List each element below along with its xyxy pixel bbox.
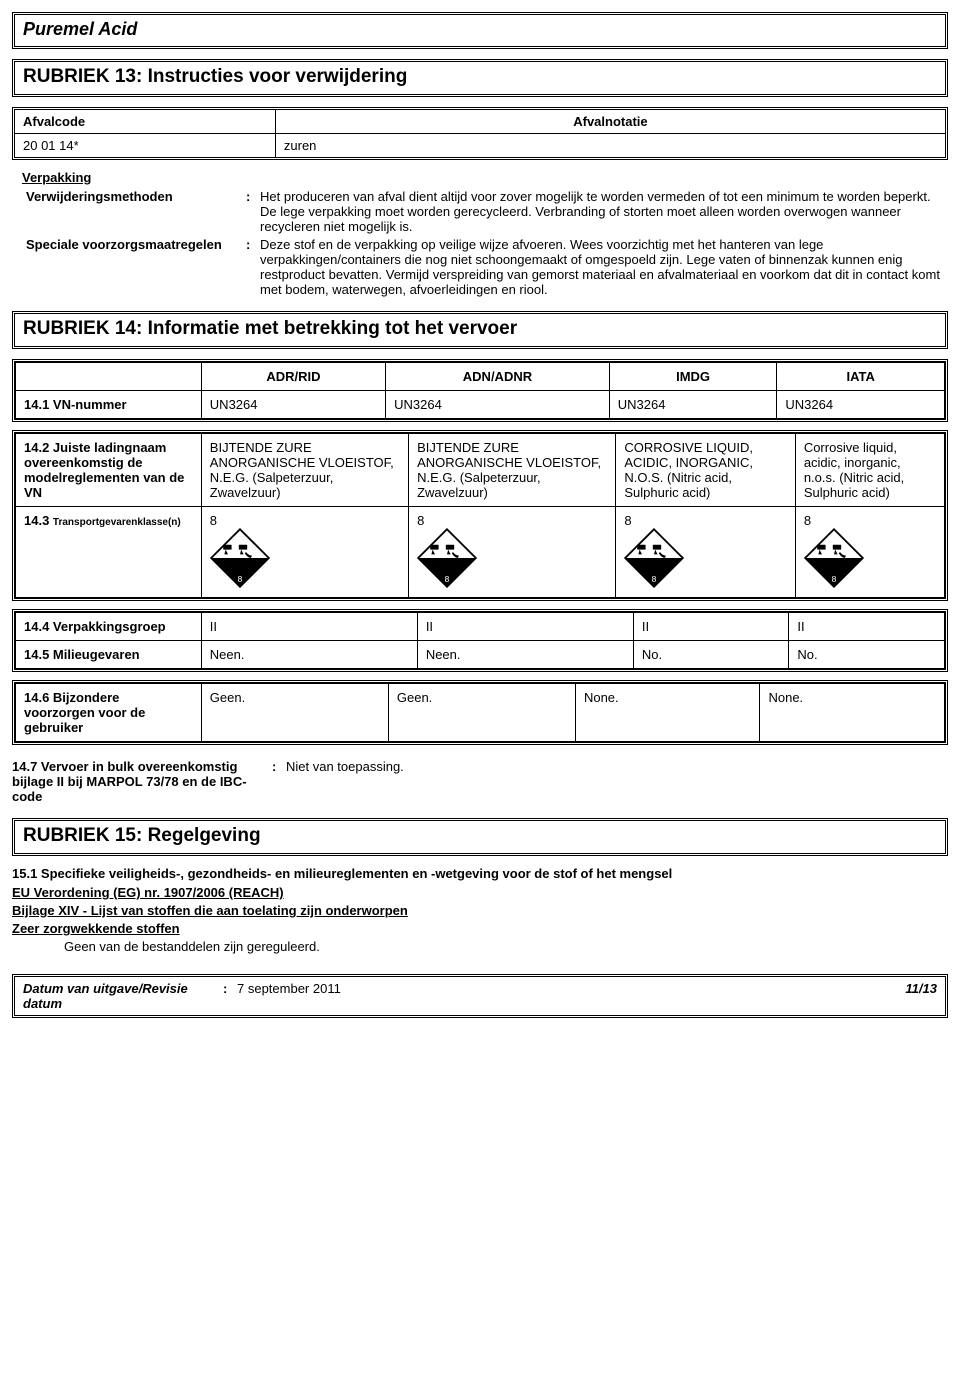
page-header: Puremel Acid [12,12,948,49]
klasse-2: 8 8 [616,507,795,598]
bijz-2: None. [575,684,760,742]
verwijder-label: Verwijderingsmethoden [26,189,246,234]
corrosive-icon: 8 [210,528,270,588]
col-afvalnotatie: Afvalnotatie [275,110,945,134]
col-afvalcode: Afvalcode [15,110,275,134]
afval-table-wrap: Afvalcode Afvalnotatie 20 01 14* zuren [12,107,948,160]
bijz-label: 14.6 Bijzondere voorzorgen voor de gebru… [16,684,202,742]
hdr-adn: ADN/ADNR [386,363,610,391]
lading-3: Corrosive liquid, acidic, inorganic, n.o… [795,434,944,507]
verwijder-row: Verwijderingsmethoden : Het produceren v… [26,189,948,234]
lading-0: BIJTENDE ZURE ANORGANISCHE VLOEISTOF, N.… [201,434,408,507]
vn-0: UN3264 [201,391,385,419]
r14-grid4: 14.6 Bijzondere voorzorgen voor de gebru… [15,683,945,742]
vn-2: UN3264 [609,391,777,419]
table-row: 14.4 Verpakkingsgroep II II II II [16,613,945,641]
vn-label: 14.1 VN-nummer [16,391,202,419]
section-15-title: RUBRIEK 15: Regelgeving [23,825,261,846]
lading-2: CORROSIVE LIQUID, ACIDIC, INORGANIC, N.O… [616,434,795,507]
section-13-title: RUBRIEK 13: Instructies voor verwijderin… [23,66,407,87]
svg-text:8: 8 [237,574,242,584]
section-13-title-box: RUBRIEK 13: Instructies voor verwijderin… [12,59,948,97]
vn-3: UN3264 [777,391,945,419]
empty-corner [16,363,202,391]
hdr-adr: ADR/RID [201,363,385,391]
footer-box: Datum van uitgave/Revisie datum : 7 sept… [12,974,948,1018]
klasse-0: 8 8 [201,507,408,598]
r15-zeer: Zeer zorgwekkende stoffen [12,921,948,936]
verpakking-heading: Verpakking [22,170,948,185]
table-row: ADR/RID ADN/ADNR IMDG IATA [16,363,945,391]
sep: : [246,237,260,297]
r14-grid1: ADR/RID ADN/ADNR IMDG IATA 14.1 VN-numme… [15,362,945,419]
bulk-row: 14.7 Vervoer in bulk overeenkomstig bijl… [12,759,948,804]
section-14-title: RUBRIEK 14: Informatie met betrekking to… [23,318,517,339]
r14-grid3-wrap: 14.4 Verpakkingsgroep II II II II 14.5 M… [12,609,948,672]
svg-text:8: 8 [445,574,450,584]
section-15-title-box: RUBRIEK 15: Regelgeving [12,818,948,856]
milieu-3: No. [789,641,945,669]
r14-grid3: 14.4 Verpakkingsgroep II II II II 14.5 M… [15,612,945,669]
footer-date: 7 september 2011 [237,981,341,1011]
milieu-0: Neen. [201,641,417,669]
klasse-label: 14.3 Transportgevarenklasse(n) [16,507,202,598]
cell-notatie: zuren [275,134,945,158]
milieu-2: No. [633,641,789,669]
vpgroep-0: II [201,613,417,641]
bulk-val: Niet van toepassing. [286,759,948,804]
afval-table: Afvalcode Afvalnotatie 20 01 14* zuren [15,110,945,157]
bijz-1: Geen. [388,684,575,742]
r15-bijlage: Bijlage XIV - Lijst van stoffen die aan … [12,903,948,918]
verwijder-val: Het produceren van afval dient altijd vo… [260,189,948,234]
speciale-val: Deze stof en de verpakking op veilige wi… [260,237,948,297]
svg-text:8: 8 [652,574,657,584]
speciale-row: Speciale voorzorgsmaatregelen : Deze sto… [26,237,948,297]
vpgroep-1: II [417,613,633,641]
r14-grid2-wrap: 14.2 Juiste ladingnaam overeenkomstig de… [12,430,948,601]
vn-1: UN3264 [386,391,610,419]
section-14-title-box: RUBRIEK 14: Informatie met betrekking to… [12,311,948,349]
vpgroep-label: 14.4 Verpakkingsgroep [16,613,202,641]
table-row: 14.2 Juiste ladingnaam overeenkomstig de… [16,434,945,507]
speciale-label: Speciale voorzorgsmaatregelen [26,237,246,297]
corrosive-icon: 8 [417,528,477,588]
table-row: 14.6 Bijzondere voorzorgen voor de gebru… [16,684,945,742]
r14-grid1-wrap: ADR/RID ADN/ADNR IMDG IATA 14.1 VN-numme… [12,359,948,422]
milieu-1: Neen. [417,641,633,669]
hdr-iata: IATA [777,363,945,391]
table-row: 14.1 VN-nummer UN3264 UN3264 UN3264 UN32… [16,391,945,419]
bulk-label: 14.7 Vervoer in bulk overeenkomstig bijl… [12,759,272,804]
footer-label: Datum van uitgave/Revisie datum [23,981,223,1011]
r14-grid2: 14.2 Juiste ladingnaam overeenkomstig de… [15,433,945,598]
corrosive-icon: 8 [624,528,684,588]
table-row: 14.3 Transportgevarenklasse(n) 8 8 8 8 8 [16,507,945,598]
sep: : [272,759,286,804]
hdr-imdg: IMDG [609,363,777,391]
bijz-0: Geen. [201,684,388,742]
r15-eu: EU Verordening (EG) nr. 1907/2006 (REACH… [12,885,948,900]
lading-label: 14.2 Juiste ladingnaam overeenkomstig de… [16,434,202,507]
table-row: 14.5 Milieugevaren Neen. Neen. No. No. [16,641,945,669]
r14-grid4-wrap: 14.6 Bijzondere voorzorgen voor de gebru… [12,680,948,745]
r15-sub1: 15.1 Specifieke veiligheids-, gezondheid… [12,866,948,881]
vpgroep-3: II [789,613,945,641]
klasse-1: 8 8 [409,507,616,598]
footer-page: 11/13 [905,981,937,1011]
corrosive-icon: 8 [804,528,864,588]
bijz-3: None. [760,684,945,742]
cell-code: 20 01 14* [15,134,275,158]
sep: : [246,189,260,234]
lading-1: BIJTENDE ZURE ANORGANISCHE VLOEISTOF, N.… [409,434,616,507]
klasse-3: 8 8 [795,507,944,598]
footer-left: Datum van uitgave/Revisie datum : 7 sept… [23,981,341,1011]
product-name: Puremel Acid [23,19,137,39]
vpgroep-2: II [633,613,789,641]
r15-geen: Geen van de bestanddelen zijn gereguleer… [64,939,948,954]
milieu-label: 14.5 Milieugevaren [16,641,202,669]
footer-sep: : [223,981,237,1011]
table-row: 20 01 14* zuren [15,134,945,158]
svg-text:8: 8 [831,574,836,584]
